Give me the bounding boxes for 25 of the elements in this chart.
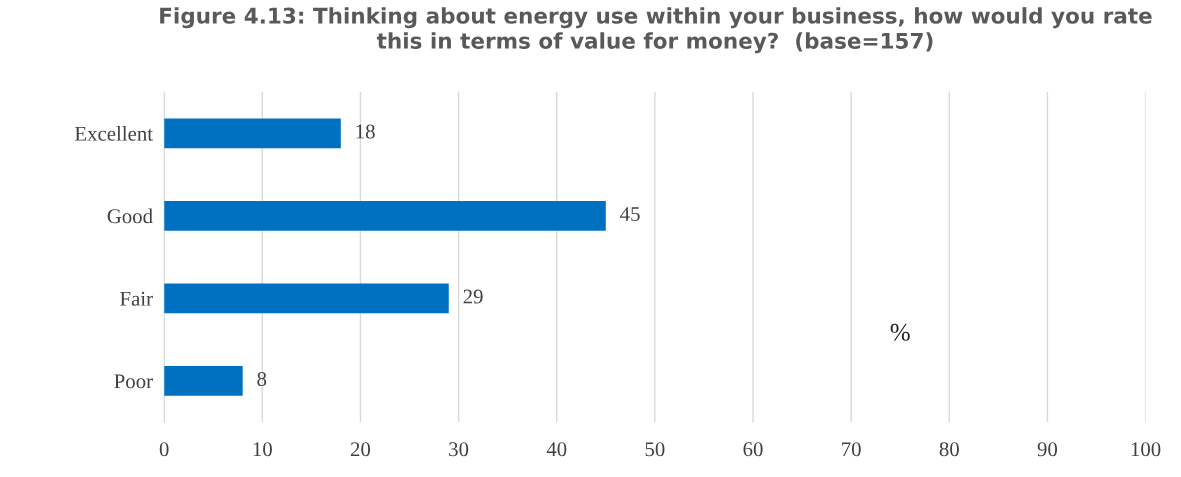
data-label: 8 [257,372,267,387]
data-label: 18 [356,124,375,139]
x-tick-label: 10 [253,442,272,457]
y-tick-label: Good [107,208,153,224]
x-tick-label: 100 [1131,442,1161,457]
x-tick-label: 20 [350,442,371,457]
x-axis-title: % [890,323,910,341]
bar [164,366,243,396]
y-tick-label: Fair [120,291,153,306]
x-tick-label: 80 [939,442,959,457]
chart-title: Figure 4.13: Thinking about energy use within your business, how would you rate this in terms of value for money? (base=157) [160,7,1152,54]
y-tick-label: Poor [114,374,153,389]
bar [164,118,341,149]
bar [164,283,449,314]
x-tick-label: 90 [1037,442,1058,457]
data-label: 29 [463,289,483,304]
x-tick-label: 30 [449,442,469,457]
x-tick-label: 40 [546,442,567,457]
x-tick-label: 50 [645,442,665,457]
bar [164,200,606,231]
y-tick-label: Excellent [74,126,153,141]
x-tick-label: 0 [159,442,169,457]
x-tick-label: 70 [842,442,861,457]
data-label: 45 [620,207,640,222]
x-tick-label: 60 [743,442,763,457]
